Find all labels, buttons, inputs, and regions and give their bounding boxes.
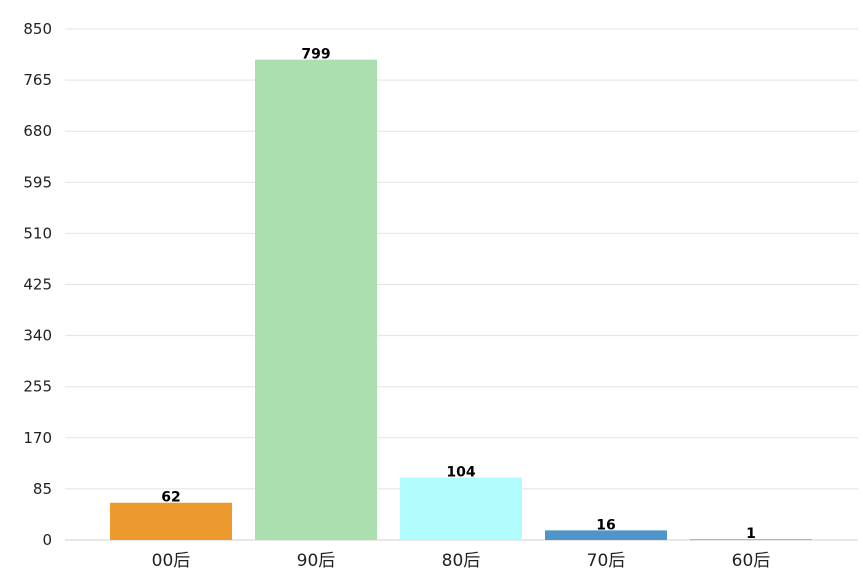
bar-value-label: 1 bbox=[746, 526, 756, 542]
y-tick-label: 340 bbox=[23, 327, 52, 345]
x-axis-tick-labels: 00后 90后 80后 70后 60后 bbox=[152, 551, 771, 571]
bar-value-labels: 62 799 104 16 1 bbox=[161, 47, 756, 542]
bar-4 bbox=[545, 530, 667, 540]
bar-1 bbox=[110, 502, 232, 540]
bar-value-label: 16 bbox=[596, 517, 615, 533]
y-tick-label: 510 bbox=[23, 224, 52, 242]
x-category-label: 80后 bbox=[442, 551, 481, 571]
x-category-label: 90后 bbox=[297, 551, 336, 571]
y-tick-label: 425 bbox=[23, 276, 52, 294]
bar-5 bbox=[690, 539, 812, 540]
bar-value-label: 799 bbox=[301, 47, 330, 63]
x-category-label: 60后 bbox=[732, 551, 771, 571]
y-tick-label: 765 bbox=[23, 71, 52, 89]
x-category-label: 70后 bbox=[587, 551, 626, 571]
y-tick-label: 680 bbox=[23, 122, 52, 140]
x-category-label: 00后 bbox=[152, 551, 191, 571]
y-tick-label: 85 bbox=[33, 480, 52, 498]
y-tick-label: 170 bbox=[23, 429, 52, 447]
bars bbox=[110, 59, 812, 540]
bar-value-label: 62 bbox=[161, 490, 180, 506]
y-tick-label: 0 bbox=[42, 531, 52, 549]
y-tick-label: 850 bbox=[23, 20, 52, 38]
bar-2 bbox=[255, 59, 377, 540]
y-tick-label: 595 bbox=[23, 173, 52, 191]
y-tick-label: 255 bbox=[23, 378, 52, 396]
bar-3 bbox=[400, 477, 522, 540]
y-axis-tick-labels: 0 85 170 255 340 425 510 595 680 765 850 bbox=[23, 20, 52, 549]
bar-value-label: 104 bbox=[446, 464, 475, 480]
gridlines bbox=[65, 28, 858, 541]
